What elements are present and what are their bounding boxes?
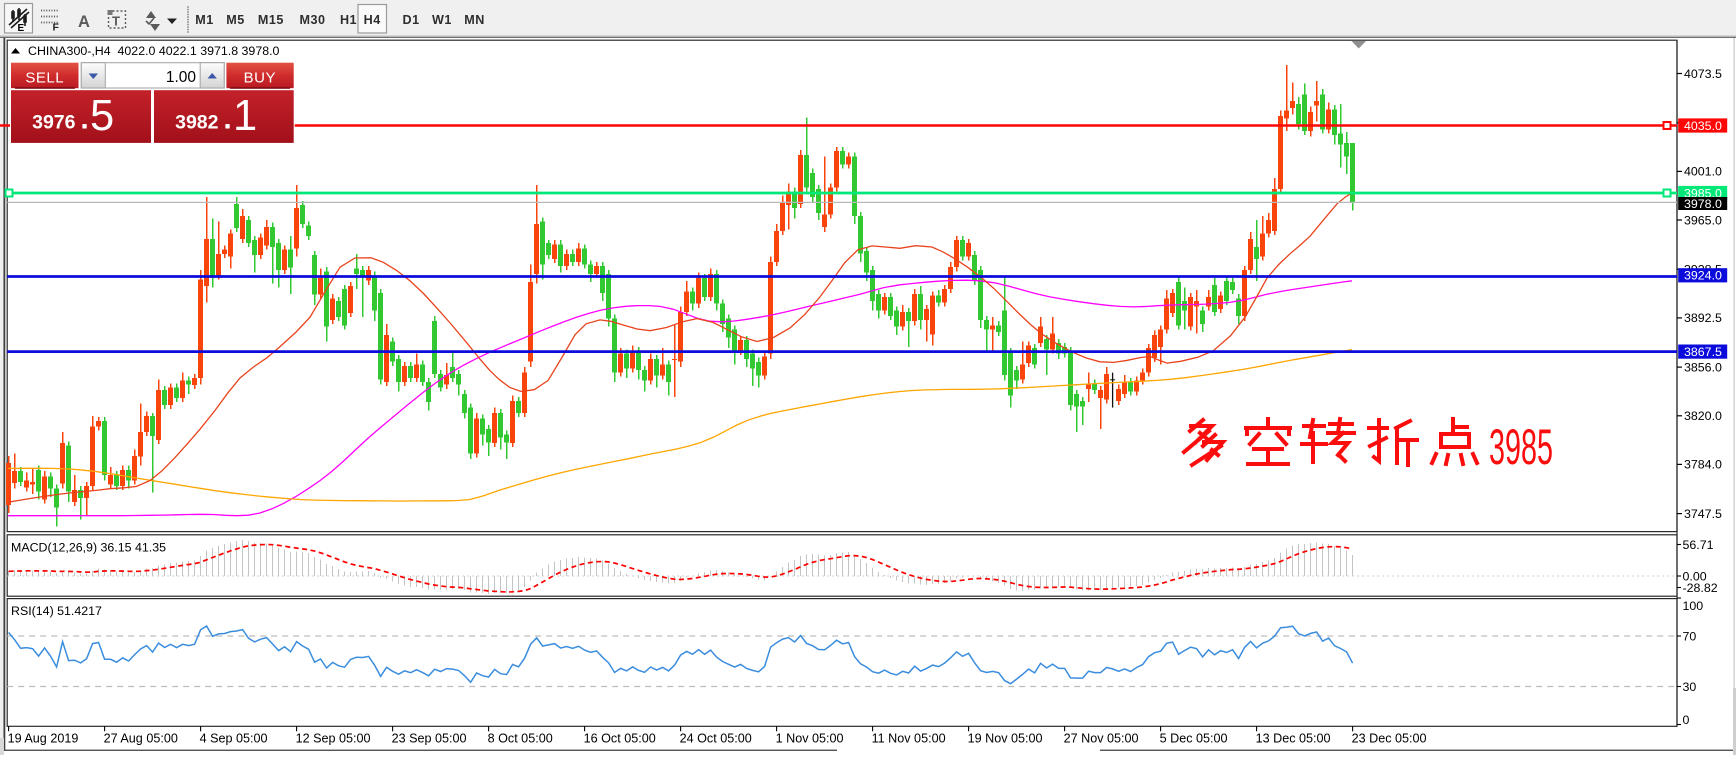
svg-text:23 Sep 05:00: 23 Sep 05:00 — [392, 731, 467, 745]
svg-text:56.71: 56.71 — [1683, 538, 1714, 552]
svg-text:3892.5: 3892.5 — [1684, 311, 1722, 325]
svg-text:CHINA300-,H4 4022.0 4022.1 39: CHINA300-,H4 4022.0 4022.1 3971.8 3978.0 — [28, 44, 280, 58]
svg-text:W1: W1 — [432, 13, 452, 27]
svg-text:70: 70 — [1683, 629, 1697, 643]
svg-text:3856.0: 3856.0 — [1684, 360, 1722, 374]
svg-text:12 Sep 05:00: 12 Sep 05:00 — [296, 731, 371, 745]
svg-text:5: 5 — [90, 92, 114, 140]
svg-text:3978.0: 3978.0 — [1684, 197, 1722, 211]
svg-text:16 Oct 05:00: 16 Oct 05:00 — [584, 731, 656, 745]
svg-text:27 Aug 05:00: 27 Aug 05:00 — [104, 731, 178, 745]
svg-text:4001.0: 4001.0 — [1684, 165, 1722, 179]
svg-text:M15: M15 — [258, 13, 284, 27]
svg-text:0.00: 0.00 — [1683, 569, 1707, 583]
svg-text:4073.5: 4073.5 — [1684, 67, 1722, 81]
svg-text:1 Nov 05:00: 1 Nov 05:00 — [776, 731, 844, 745]
svg-text:MN: MN — [464, 13, 485, 27]
svg-text:F: F — [53, 22, 60, 34]
svg-text:0: 0 — [1683, 713, 1690, 727]
svg-text:3965.0: 3965.0 — [1684, 213, 1722, 227]
svg-text:BUY: BUY — [244, 69, 276, 86]
svg-text:3982: 3982 — [175, 112, 219, 134]
svg-text:24 Oct 05:00: 24 Oct 05:00 — [680, 731, 752, 745]
svg-text:3784.0: 3784.0 — [1684, 458, 1722, 472]
svg-text:13 Dec 05:00: 13 Dec 05:00 — [1256, 731, 1331, 745]
svg-text:3867.5: 3867.5 — [1684, 345, 1722, 359]
svg-text:100: 100 — [1683, 599, 1704, 613]
svg-text:23 Dec 05:00: 23 Dec 05:00 — [1352, 731, 1427, 745]
svg-text:MACD(12,26,9) 36.15 41.35: MACD(12,26,9) 36.15 41.35 — [11, 540, 166, 554]
svg-text:4 Sep 05:00: 4 Sep 05:00 — [200, 731, 268, 745]
svg-text:8 Oct 05:00: 8 Oct 05:00 — [488, 731, 553, 745]
svg-text:T: T — [112, 14, 120, 29]
svg-text:19 Aug 2019: 19 Aug 2019 — [8, 731, 79, 745]
svg-text:1.00: 1.00 — [166, 69, 197, 86]
svg-text:3985: 3985 — [1489, 419, 1553, 475]
svg-text:D1: D1 — [403, 13, 420, 27]
svg-text:1: 1 — [233, 92, 257, 140]
svg-text:E: E — [18, 23, 25, 34]
svg-text:4035.0: 4035.0 — [1684, 119, 1722, 133]
svg-text:3820.0: 3820.0 — [1684, 409, 1722, 423]
svg-text:3747.5: 3747.5 — [1684, 507, 1722, 521]
svg-text:H1: H1 — [340, 13, 357, 27]
svg-text:27 Nov 05:00: 27 Nov 05:00 — [1064, 731, 1139, 745]
svg-text:A: A — [78, 13, 90, 31]
svg-text:3924.0: 3924.0 — [1684, 269, 1722, 283]
svg-text:30: 30 — [1683, 680, 1697, 694]
svg-text:11 Nov 05:00: 11 Nov 05:00 — [872, 731, 946, 745]
svg-text:M5: M5 — [226, 13, 245, 27]
svg-text:H4: H4 — [364, 13, 381, 27]
svg-text:5 Dec 05:00: 5 Dec 05:00 — [1160, 731, 1228, 745]
svg-text:M1: M1 — [195, 13, 214, 27]
svg-text:3985.0: 3985.0 — [1684, 186, 1722, 200]
svg-text:RSI(14) 51.4217: RSI(14) 51.4217 — [11, 604, 102, 618]
svg-text:.: . — [80, 103, 88, 136]
svg-text:-28.82: -28.82 — [1683, 581, 1718, 595]
svg-text:19 Nov 05:00: 19 Nov 05:00 — [968, 731, 1043, 745]
svg-text:M30: M30 — [300, 13, 326, 27]
svg-text:3976: 3976 — [32, 112, 76, 134]
svg-text:.: . — [223, 103, 231, 136]
svg-text:SELL: SELL — [25, 69, 64, 86]
